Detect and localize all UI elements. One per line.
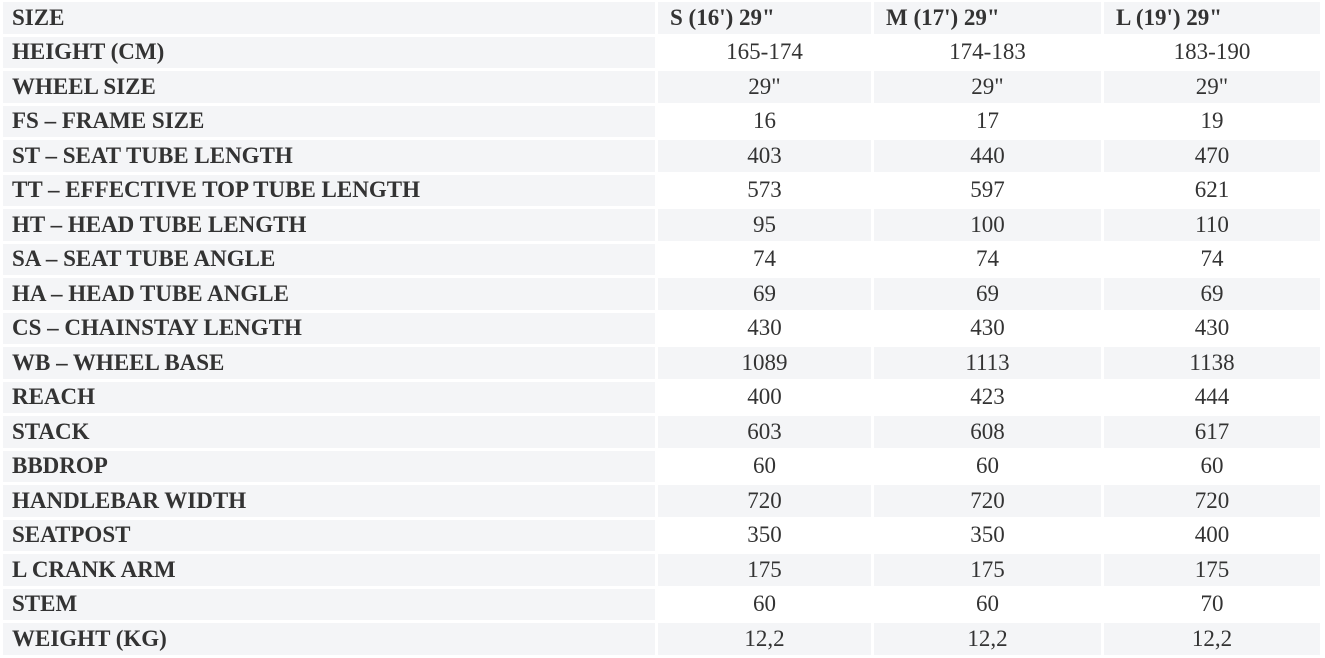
table-row: ST – SEAT TUBE LENGTH 403 440 470 xyxy=(3,140,1320,172)
row-label: BBDROP xyxy=(3,450,655,482)
row-label: TT – EFFECTIVE TOP TUBE LENGTH xyxy=(3,174,655,206)
row-value: 95 xyxy=(658,209,871,241)
row-value: 430 xyxy=(747,315,782,341)
row-label: STACK xyxy=(3,416,655,448)
header-size-m: M (17') 29" xyxy=(874,2,1101,34)
table-row: STACK 603 608 617 xyxy=(3,416,1320,448)
row-label: WB – WHEEL BASE xyxy=(3,347,655,379)
row-value: 69 xyxy=(874,278,1101,310)
row-value: 70 xyxy=(1200,591,1224,617)
table-row: HA – HEAD TUBE ANGLE 69 69 69 xyxy=(3,278,1320,310)
row-value: 29" xyxy=(1104,71,1320,103)
row-value: 720 xyxy=(874,485,1101,517)
table-row: WEIGHT (KG) 12,2 12,2 12,2 xyxy=(3,623,1320,655)
row-value: 19 xyxy=(1200,108,1224,134)
row-value: 29" xyxy=(658,71,871,103)
row-value: 175 xyxy=(1104,554,1320,586)
table-row: SEATPOST 350 350 400 xyxy=(3,519,1320,551)
table-row: SA – SEAT TUBE ANGLE 74 74 74 xyxy=(3,243,1320,275)
row-value: 174-183 xyxy=(949,39,1026,65)
table-row: TT – EFFECTIVE TOP TUBE LENGTH 573 597 621 xyxy=(3,174,1320,206)
header-size-s: S (16') 29" xyxy=(658,2,871,34)
row-value: 69 xyxy=(1104,278,1320,310)
table-row: BBDROP 60 60 60 xyxy=(3,450,1320,482)
row-label: HEIGHT (CM) xyxy=(3,36,655,68)
row-value: 430 xyxy=(970,315,1005,341)
row-label: WHEEL SIZE xyxy=(3,71,655,103)
row-value: 350 xyxy=(747,522,782,548)
row-value: 608 xyxy=(874,416,1101,448)
row-label: ST – SEAT TUBE LENGTH xyxy=(3,140,655,172)
row-value: 165-174 xyxy=(726,39,803,65)
row-value: 60 xyxy=(753,591,776,617)
row-value: 74 xyxy=(976,246,999,272)
row-label: SA – SEAT TUBE ANGLE xyxy=(3,243,655,275)
row-value: 1113 xyxy=(874,347,1101,379)
row-value: 175 xyxy=(874,554,1101,586)
row-value: 110 xyxy=(1104,209,1320,241)
row-value: 12,2 xyxy=(1104,623,1320,655)
row-label: WEIGHT (KG) xyxy=(3,623,655,655)
row-value: 17 xyxy=(976,108,999,134)
row-label: CS – CHAINSTAY LENGTH xyxy=(3,312,655,344)
table-row: HT – HEAD TUBE LENGTH 95 100 110 xyxy=(3,209,1320,241)
header-label: SIZE xyxy=(3,2,655,34)
row-value: 1138 xyxy=(1104,347,1320,379)
row-value: 100 xyxy=(874,209,1101,241)
table-row: FS – FRAME SIZE 16 17 19 xyxy=(3,105,1320,137)
row-value: 573 xyxy=(747,177,782,203)
row-value: 29" xyxy=(874,71,1101,103)
row-value: 720 xyxy=(1104,485,1320,517)
row-label: SEATPOST xyxy=(3,519,655,551)
header-size-l: L (19') 29" xyxy=(1104,2,1320,34)
table-row: REACH 400 423 444 xyxy=(3,381,1320,413)
row-value: 175 xyxy=(658,554,871,586)
row-label: HA – HEAD TUBE ANGLE xyxy=(3,278,655,310)
row-value: 183-190 xyxy=(1173,39,1251,65)
table-row: WHEEL SIZE 29" 29" 29" xyxy=(3,71,1320,103)
row-value: 400 xyxy=(1194,522,1230,548)
table-row: HEIGHT (CM) 165-174 174-183 183-190 xyxy=(3,36,1320,68)
row-value: 403 xyxy=(658,140,871,172)
row-value: 60 xyxy=(976,453,999,479)
row-value: 617 xyxy=(1104,416,1320,448)
row-value: 430 xyxy=(1194,315,1230,341)
row-value: 60 xyxy=(976,591,999,617)
row-label: REACH xyxy=(3,381,655,413)
row-value: 1089 xyxy=(658,347,871,379)
table-row: STEM 60 60 70 xyxy=(3,588,1320,620)
row-label: L CRANK ARM xyxy=(3,554,655,586)
row-value: 74 xyxy=(1200,246,1224,272)
row-value: 621 xyxy=(1194,177,1230,203)
row-value: 69 xyxy=(658,278,871,310)
row-value: 400 xyxy=(747,384,782,410)
row-value: 470 xyxy=(1104,140,1320,172)
row-value: 423 xyxy=(970,384,1005,410)
table-row: CS – CHAINSTAY LENGTH 430 430 430 xyxy=(3,312,1320,344)
row-label: STEM xyxy=(3,588,655,620)
table-row: HANDLEBAR WIDTH 720 720 720 xyxy=(3,485,1320,517)
row-value: 60 xyxy=(1200,453,1224,479)
row-label: FS – FRAME SIZE xyxy=(3,105,655,137)
row-value: 350 xyxy=(970,522,1005,548)
table-row: L CRANK ARM 175 175 175 xyxy=(3,554,1320,586)
row-value: 440 xyxy=(874,140,1101,172)
table-header-row: SIZE S (16') 29" M (17') 29" L (19') 29" xyxy=(3,2,1320,34)
row-value: 603 xyxy=(658,416,871,448)
table-row: WB – WHEEL BASE 1089 1113 1138 xyxy=(3,347,1320,379)
row-value: 16 xyxy=(753,108,776,134)
row-value: 74 xyxy=(753,246,776,272)
row-label: HT – HEAD TUBE LENGTH xyxy=(3,209,655,241)
row-value: 12,2 xyxy=(658,623,871,655)
row-value: 444 xyxy=(1194,384,1230,410)
row-label: HANDLEBAR WIDTH xyxy=(3,485,655,517)
row-value: 720 xyxy=(658,485,871,517)
row-value: 597 xyxy=(970,177,1005,203)
row-value: 12,2 xyxy=(874,623,1101,655)
row-value: 60 xyxy=(753,453,776,479)
